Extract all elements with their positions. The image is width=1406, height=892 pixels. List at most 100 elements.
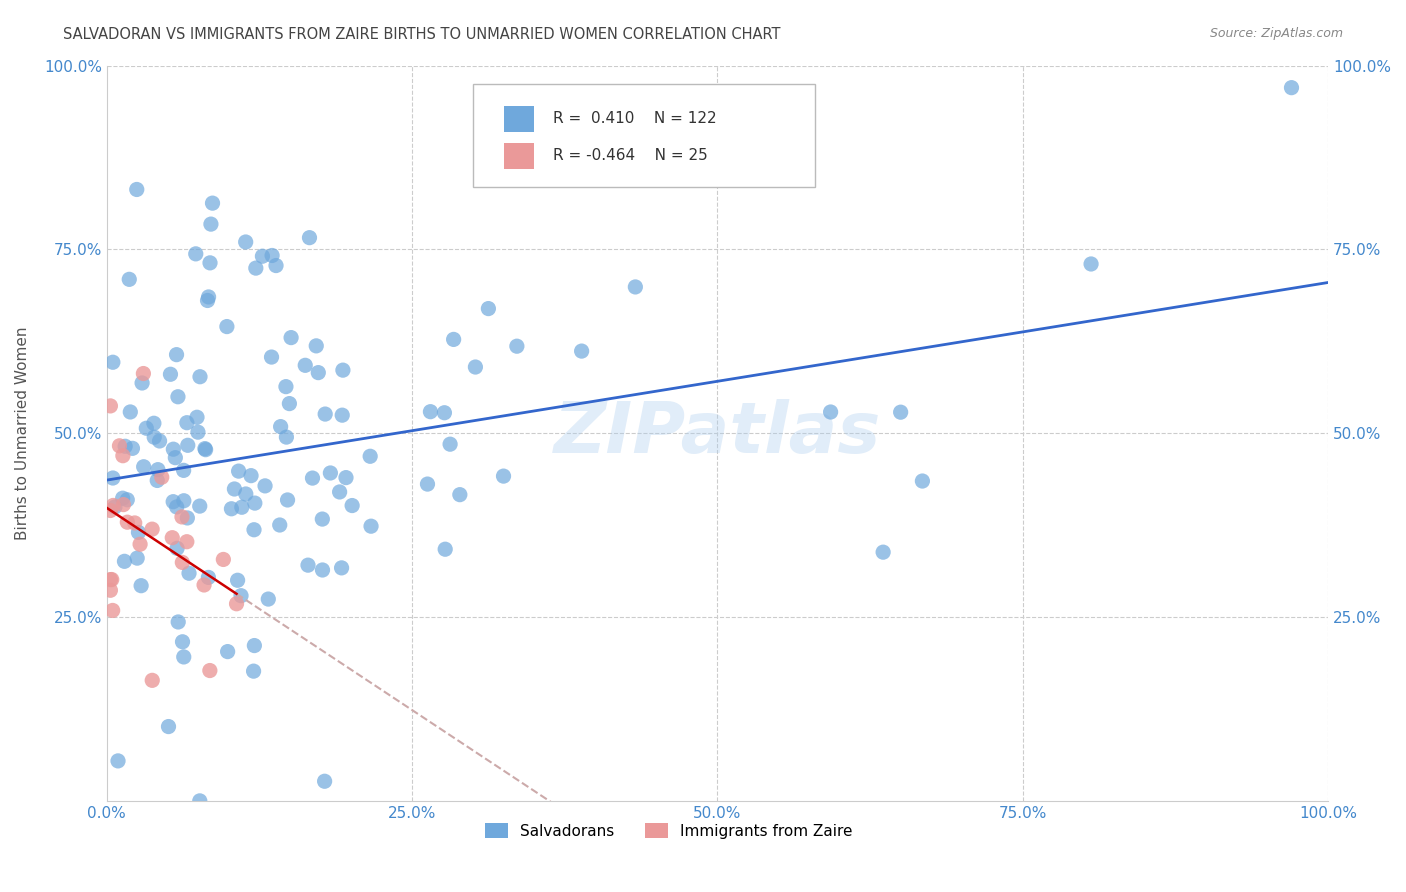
Salvadorans <box>173 493 195 508</box>
Salvadorans <box>131 376 153 390</box>
Immigrants from Zaire <box>193 578 215 592</box>
Salvadorans <box>257 592 280 607</box>
Salvadorans <box>245 261 267 276</box>
Text: R =  0.410    N = 122: R = 0.410 N = 122 <box>553 111 716 126</box>
Salvadorans <box>148 434 170 448</box>
Salvadorans <box>166 348 188 362</box>
Salvadorans <box>314 407 336 421</box>
Salvadorans <box>165 450 187 465</box>
Salvadorans <box>274 379 297 393</box>
Salvadorans <box>118 272 141 286</box>
Salvadorans <box>101 355 124 369</box>
Immigrants from Zaire <box>225 597 247 611</box>
Immigrants from Zaire <box>108 439 131 453</box>
Salvadorans <box>252 249 274 263</box>
Salvadorans <box>226 574 249 588</box>
Salvadorans <box>872 545 894 559</box>
Salvadorans <box>146 463 169 477</box>
Salvadorans <box>330 408 353 422</box>
Salvadorans <box>270 419 292 434</box>
Salvadorans <box>173 463 195 477</box>
Salvadorans <box>132 459 155 474</box>
Salvadorans <box>433 406 456 420</box>
Salvadorans <box>340 499 363 513</box>
Salvadorans <box>571 344 593 359</box>
Salvadorans <box>301 471 323 485</box>
Salvadorans <box>243 496 266 510</box>
Salvadorans <box>167 390 190 404</box>
Salvadorans <box>142 417 165 431</box>
Salvadorans <box>162 442 184 457</box>
Salvadorans <box>197 290 219 304</box>
Salvadorans <box>188 794 211 808</box>
Immigrants from Zaire <box>129 537 152 551</box>
Salvadorans <box>188 369 211 384</box>
Immigrants from Zaire <box>100 573 122 587</box>
FancyBboxPatch shape <box>503 106 534 132</box>
Salvadorans <box>107 754 129 768</box>
Salvadorans <box>1080 257 1102 271</box>
Immigrants from Zaire <box>112 498 135 512</box>
Salvadorans <box>278 396 301 410</box>
Text: R = -0.464    N = 25: R = -0.464 N = 25 <box>553 148 707 163</box>
Salvadorans <box>492 469 515 483</box>
Salvadorans <box>1281 80 1303 95</box>
Immigrants from Zaire <box>132 367 155 381</box>
Salvadorans <box>187 425 209 439</box>
Salvadorans <box>449 488 471 502</box>
Salvadorans <box>242 664 264 678</box>
Immigrants from Zaire <box>141 522 163 536</box>
Salvadorans <box>114 554 136 568</box>
Salvadorans <box>125 182 148 196</box>
Salvadorans <box>221 501 243 516</box>
Salvadorans <box>506 339 529 353</box>
Immigrants from Zaire <box>101 603 124 617</box>
Immigrants from Zaire <box>212 552 235 566</box>
Immigrants from Zaire <box>111 449 134 463</box>
Salvadorans <box>157 720 180 734</box>
Immigrants from Zaire <box>150 470 173 484</box>
Salvadorans <box>194 442 217 456</box>
Salvadorans <box>114 439 136 453</box>
Salvadorans <box>176 511 198 525</box>
Salvadorans <box>305 339 328 353</box>
Immigrants from Zaire <box>162 531 184 545</box>
Salvadorans <box>198 256 221 270</box>
Salvadorans <box>167 615 190 629</box>
Salvadorans <box>434 542 457 557</box>
Salvadorans <box>243 523 266 537</box>
Salvadorans <box>314 774 336 789</box>
Salvadorans <box>231 500 253 515</box>
Text: ZIPatlas: ZIPatlas <box>554 399 882 467</box>
Immigrants from Zaire <box>170 510 193 524</box>
Immigrants from Zaire <box>103 499 125 513</box>
Salvadorans <box>117 492 139 507</box>
Salvadorans <box>143 430 166 444</box>
Salvadorans <box>477 301 499 316</box>
Immigrants from Zaire <box>172 556 194 570</box>
Salvadorans <box>224 482 246 496</box>
Salvadorans <box>359 450 381 464</box>
Salvadorans <box>329 485 352 500</box>
Salvadorans <box>200 217 222 231</box>
Salvadorans <box>235 235 257 249</box>
Salvadorans <box>294 359 316 373</box>
Salvadorans <box>269 518 291 533</box>
Salvadorans <box>184 247 207 261</box>
Salvadorans <box>177 566 200 581</box>
Immigrants from Zaire <box>124 516 146 530</box>
Salvadorans <box>335 470 357 484</box>
Salvadorans <box>104 500 127 514</box>
Legend: Salvadorans, Immigrants from Zaire: Salvadorans, Immigrants from Zaire <box>478 816 859 845</box>
Salvadorans <box>332 363 354 377</box>
Salvadorans <box>176 416 198 430</box>
Salvadorans <box>443 333 465 347</box>
Immigrants from Zaire <box>100 583 122 598</box>
Salvadorans <box>911 474 934 488</box>
Salvadorans <box>311 563 333 577</box>
Y-axis label: Births to Unmarried Women: Births to Unmarried Women <box>15 326 30 540</box>
Salvadorans <box>360 519 382 533</box>
Salvadorans <box>121 442 143 456</box>
Salvadorans <box>172 634 194 648</box>
Salvadorans <box>228 464 250 478</box>
